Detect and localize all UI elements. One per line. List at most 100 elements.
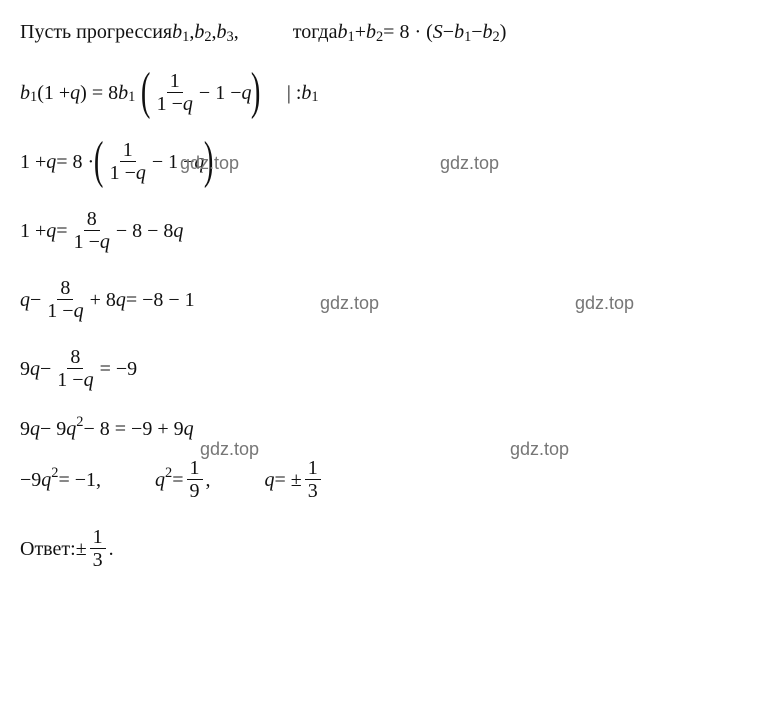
line-2-math: b1 (1 + q ) = 8 b1 ( 1 1 − q − 1 − q ) |… (20, 70, 319, 115)
minus: − (443, 18, 454, 46)
frac-num: 8 (67, 346, 83, 369)
lparen-icon: ( (141, 70, 151, 114)
line-8: −9q2 = −1, q2 = 1 9 , q = ± 1 3 (20, 457, 755, 502)
fraction: 1 3 (90, 526, 106, 571)
open: (1 + (37, 79, 70, 107)
frac-num: 8 (57, 277, 73, 300)
den-q: q (100, 231, 110, 253)
frac-num: 1 (187, 457, 203, 480)
fraction: 1 1 − q (107, 139, 149, 184)
pm: ± (76, 535, 87, 563)
eq: = (172, 466, 183, 494)
den-q: q (84, 369, 94, 391)
frac-den: 1 − q (154, 93, 196, 115)
answer-math: Ответ: ± 1 3 . (20, 526, 114, 571)
var-b: b (20, 79, 30, 107)
sub-1: 1 (30, 87, 37, 107)
text-let: Пусть прогрессия (20, 18, 172, 46)
var-b: b (301, 79, 311, 107)
var-q: q (20, 286, 30, 314)
fraction: 1 9 (187, 457, 203, 502)
eq: = −8 − 1 (126, 286, 195, 314)
line-4-math: 1 + q = 8 1 − q − 8 − 8q (20, 208, 183, 253)
mid: + 8 (90, 286, 116, 314)
line-7: 9q − 9q2 − 8 = −9 + 9q gdz.top gdz.top (20, 415, 755, 443)
den-q: q (136, 162, 146, 184)
sub-2: 2 (493, 27, 500, 47)
frac-den: 9 (187, 480, 203, 502)
watermark: gdz.top (575, 291, 634, 316)
sub-1: 1 (182, 27, 189, 47)
var-b: b (217, 18, 227, 46)
fraction: 8 1 − q (44, 277, 86, 322)
var-q: q (66, 415, 76, 443)
tail: − 8 − 8 (116, 217, 174, 245)
frac-den: 1 − q (107, 162, 149, 184)
sq: 2 (76, 412, 83, 432)
var-q: q (46, 217, 56, 245)
frac-num: 8 (84, 208, 100, 231)
minus: − (40, 355, 51, 383)
var-b: b (194, 18, 204, 46)
var-b: b (118, 79, 128, 107)
minus: − (30, 286, 41, 314)
a: 9 (20, 355, 30, 383)
a: −9 (20, 466, 41, 494)
frac-num: 1 (90, 526, 106, 549)
sub-1: 1 (347, 27, 354, 47)
sub-1: 1 (464, 27, 471, 47)
eq: = 8 · (56, 148, 94, 176)
var-q: q (41, 466, 51, 494)
var-q: q (116, 286, 126, 314)
frac-den: 1 − q (71, 231, 113, 253)
watermark: gdz.top (320, 291, 379, 316)
frac-den: 1 − q (54, 369, 96, 391)
den-a: 1 − (157, 93, 183, 115)
answer-line: Ответ: ± 1 3 . (20, 526, 755, 571)
line-5: q − 8 1 − q + 8q = −8 − 1 gdz.top gdz.to… (20, 277, 755, 322)
fraction: 8 1 − q (54, 346, 96, 391)
a: 9 (20, 415, 30, 443)
line-7-math: 9q − 9q2 − 8 = −9 + 9q (20, 415, 194, 443)
var-b: b (483, 18, 493, 46)
den-a: 1 − (110, 162, 136, 184)
b: = −1, (58, 466, 101, 494)
comma: , (234, 18, 239, 46)
var-q: q (173, 217, 183, 245)
eq: = −9 (100, 355, 138, 383)
var-S: S (433, 18, 443, 46)
line-2: b1 (1 + q ) = 8 b1 ( 1 1 − q − 1 − q ) |… (20, 70, 755, 115)
den-a: 1 − (74, 231, 100, 253)
line-5-math: q − 8 1 − q + 8q = −8 − 1 (20, 277, 195, 322)
rparen-icon: ) (251, 70, 261, 114)
sub-2: 2 (376, 27, 383, 47)
sub-1: 1 (128, 87, 135, 107)
var-b: b (366, 18, 376, 46)
line-4: 1 + q = 8 1 − q − 8 − 8q (20, 208, 755, 253)
line-6: 9q − 8 1 − q = −9 (20, 346, 755, 391)
sq: 2 (51, 463, 58, 483)
answer-label: Ответ: (20, 535, 76, 563)
line-1: Пусть прогрессия b1 , b2 , b3 , тогда b1… (20, 18, 755, 46)
sub-1: 1 (311, 87, 318, 107)
sq: 2 (165, 463, 172, 483)
frac-den: 3 (90, 549, 106, 571)
sub-3: 3 (227, 27, 234, 47)
lhs: 1 + (20, 148, 46, 176)
var-q: q (184, 415, 194, 443)
var-q: q (155, 466, 165, 494)
var-q: q (30, 355, 40, 383)
dot: . (109, 535, 114, 563)
fraction: 1 3 (305, 457, 321, 502)
tail: − 1 − (199, 79, 242, 107)
watermark: gdz.top (180, 151, 239, 176)
den-a: 1 − (47, 300, 73, 322)
lparen-icon: ( (94, 139, 104, 183)
text-then: тогда (293, 18, 338, 46)
frac-den: 3 (305, 480, 321, 502)
line-6-math: 9q − 8 1 − q = −9 (20, 346, 137, 391)
var-b: b (337, 18, 347, 46)
minus: − (471, 18, 482, 46)
var-q: q (30, 415, 40, 443)
eq: = ± (275, 466, 302, 494)
